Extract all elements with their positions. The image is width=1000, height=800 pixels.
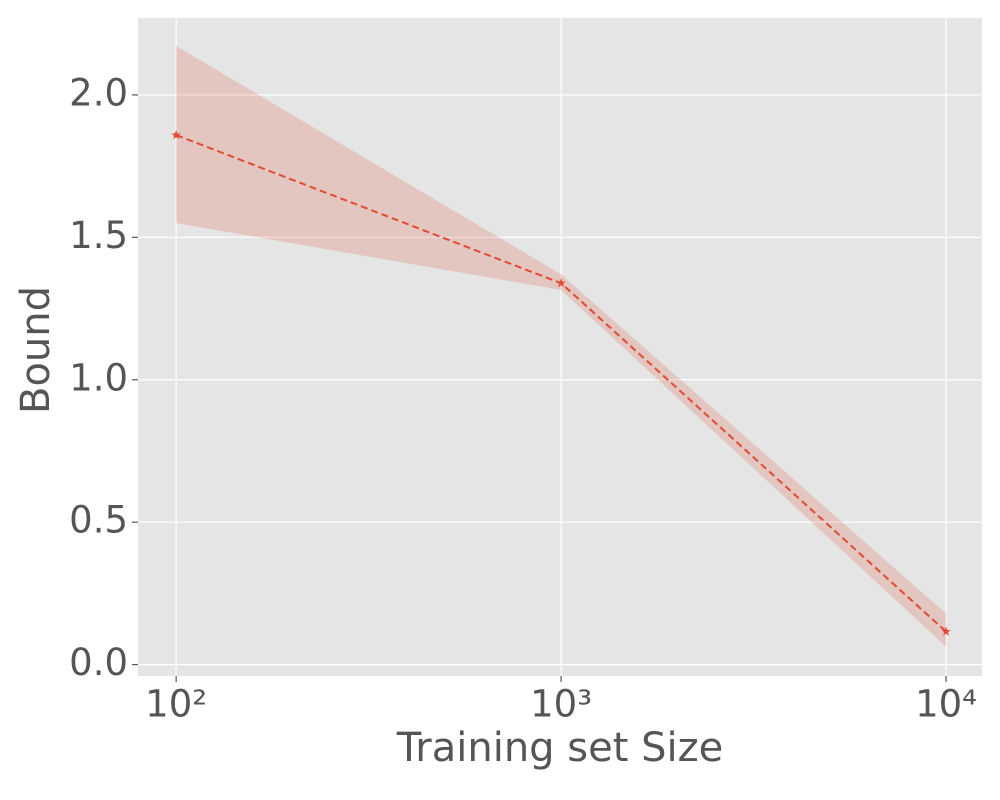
confidence-band xyxy=(176,45,947,647)
y-axis-label: Bound xyxy=(13,286,59,414)
plot-area xyxy=(138,18,982,676)
y-tick-label: 1.5 xyxy=(69,214,128,257)
y-tick-label: 2.0 xyxy=(69,71,128,114)
x-axis-label: Training set Size xyxy=(396,725,724,771)
y-tick-label: 0.5 xyxy=(69,499,128,542)
marker xyxy=(556,278,566,288)
marker xyxy=(941,626,951,636)
x-tick-label: 10³ xyxy=(530,683,592,726)
marker xyxy=(171,130,181,140)
y-tick-label: 0.0 xyxy=(69,641,128,684)
y-tick-label: 1.0 xyxy=(69,356,128,399)
x-tick-label: 10² xyxy=(145,683,207,726)
x-tick-label: 10⁴ xyxy=(915,683,977,726)
